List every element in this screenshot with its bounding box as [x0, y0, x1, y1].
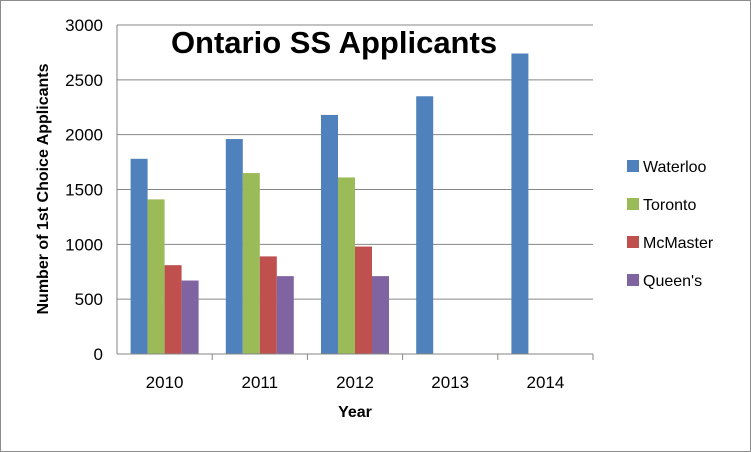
bar-waterloo-2011	[225, 139, 243, 354]
bars	[130, 53, 529, 355]
bar-waterloo-2013	[416, 96, 434, 355]
legend-swatch	[627, 236, 639, 248]
bar-mcmaster-2011	[259, 256, 277, 354]
y-tick-labels: 0 500 1000 1500 2000 2500 3000	[65, 16, 103, 364]
bar-waterloo-2010	[130, 158, 148, 354]
bar-mcmaster-2010	[164, 265, 182, 354]
legend: Waterloo Toronto McMaster Queen's	[627, 159, 714, 290]
x-tick-labels: 2010 2011 2012 2013 2014	[146, 373, 565, 392]
legend-label: Waterloo	[643, 159, 707, 176]
axes	[116, 25, 594, 360]
x-axis-title: Year	[338, 404, 372, 421]
y-tick-label: 1500	[65, 181, 103, 200]
y-tick-label: 2000	[65, 126, 103, 145]
x-tick-label: 2014	[526, 373, 564, 392]
bar-queen-s-2012	[372, 276, 389, 354]
y-tick-label: 2500	[65, 71, 103, 90]
bar-toronto-2011	[242, 173, 260, 354]
legend-label: Toronto	[643, 197, 696, 214]
legend-swatch	[627, 160, 639, 172]
legend-label: Queen's	[643, 273, 702, 290]
x-tick-label: 2010	[146, 373, 184, 392]
bar-waterloo-2012	[321, 114, 338, 354]
x-tick-label: 2013	[431, 373, 469, 392]
y-tick-label: 1000	[65, 235, 103, 254]
x-tick-label: 2011	[242, 373, 279, 392]
y-tick-label: 0	[94, 345, 103, 364]
bar-queen-s-2011	[276, 276, 294, 354]
bar-toronto-2010	[147, 199, 165, 354]
legend-swatch	[627, 274, 639, 286]
bar-queen-s-2010	[181, 280, 199, 354]
x-tick-label: 2012	[336, 373, 374, 392]
chart-title: Ontario SS Applicants	[171, 25, 497, 60]
legend-swatch	[627, 198, 639, 210]
legend-label: McMaster	[643, 235, 714, 252]
bar-waterloo-2014	[511, 53, 529, 354]
bar-mcmaster-2012	[355, 246, 372, 354]
y-tick-label: 500	[75, 290, 103, 309]
bar-toronto-2012	[338, 177, 355, 354]
y-axis-title: Number of 1st Choice Applicants	[35, 63, 52, 314]
y-tick-label: 3000	[65, 16, 103, 35]
